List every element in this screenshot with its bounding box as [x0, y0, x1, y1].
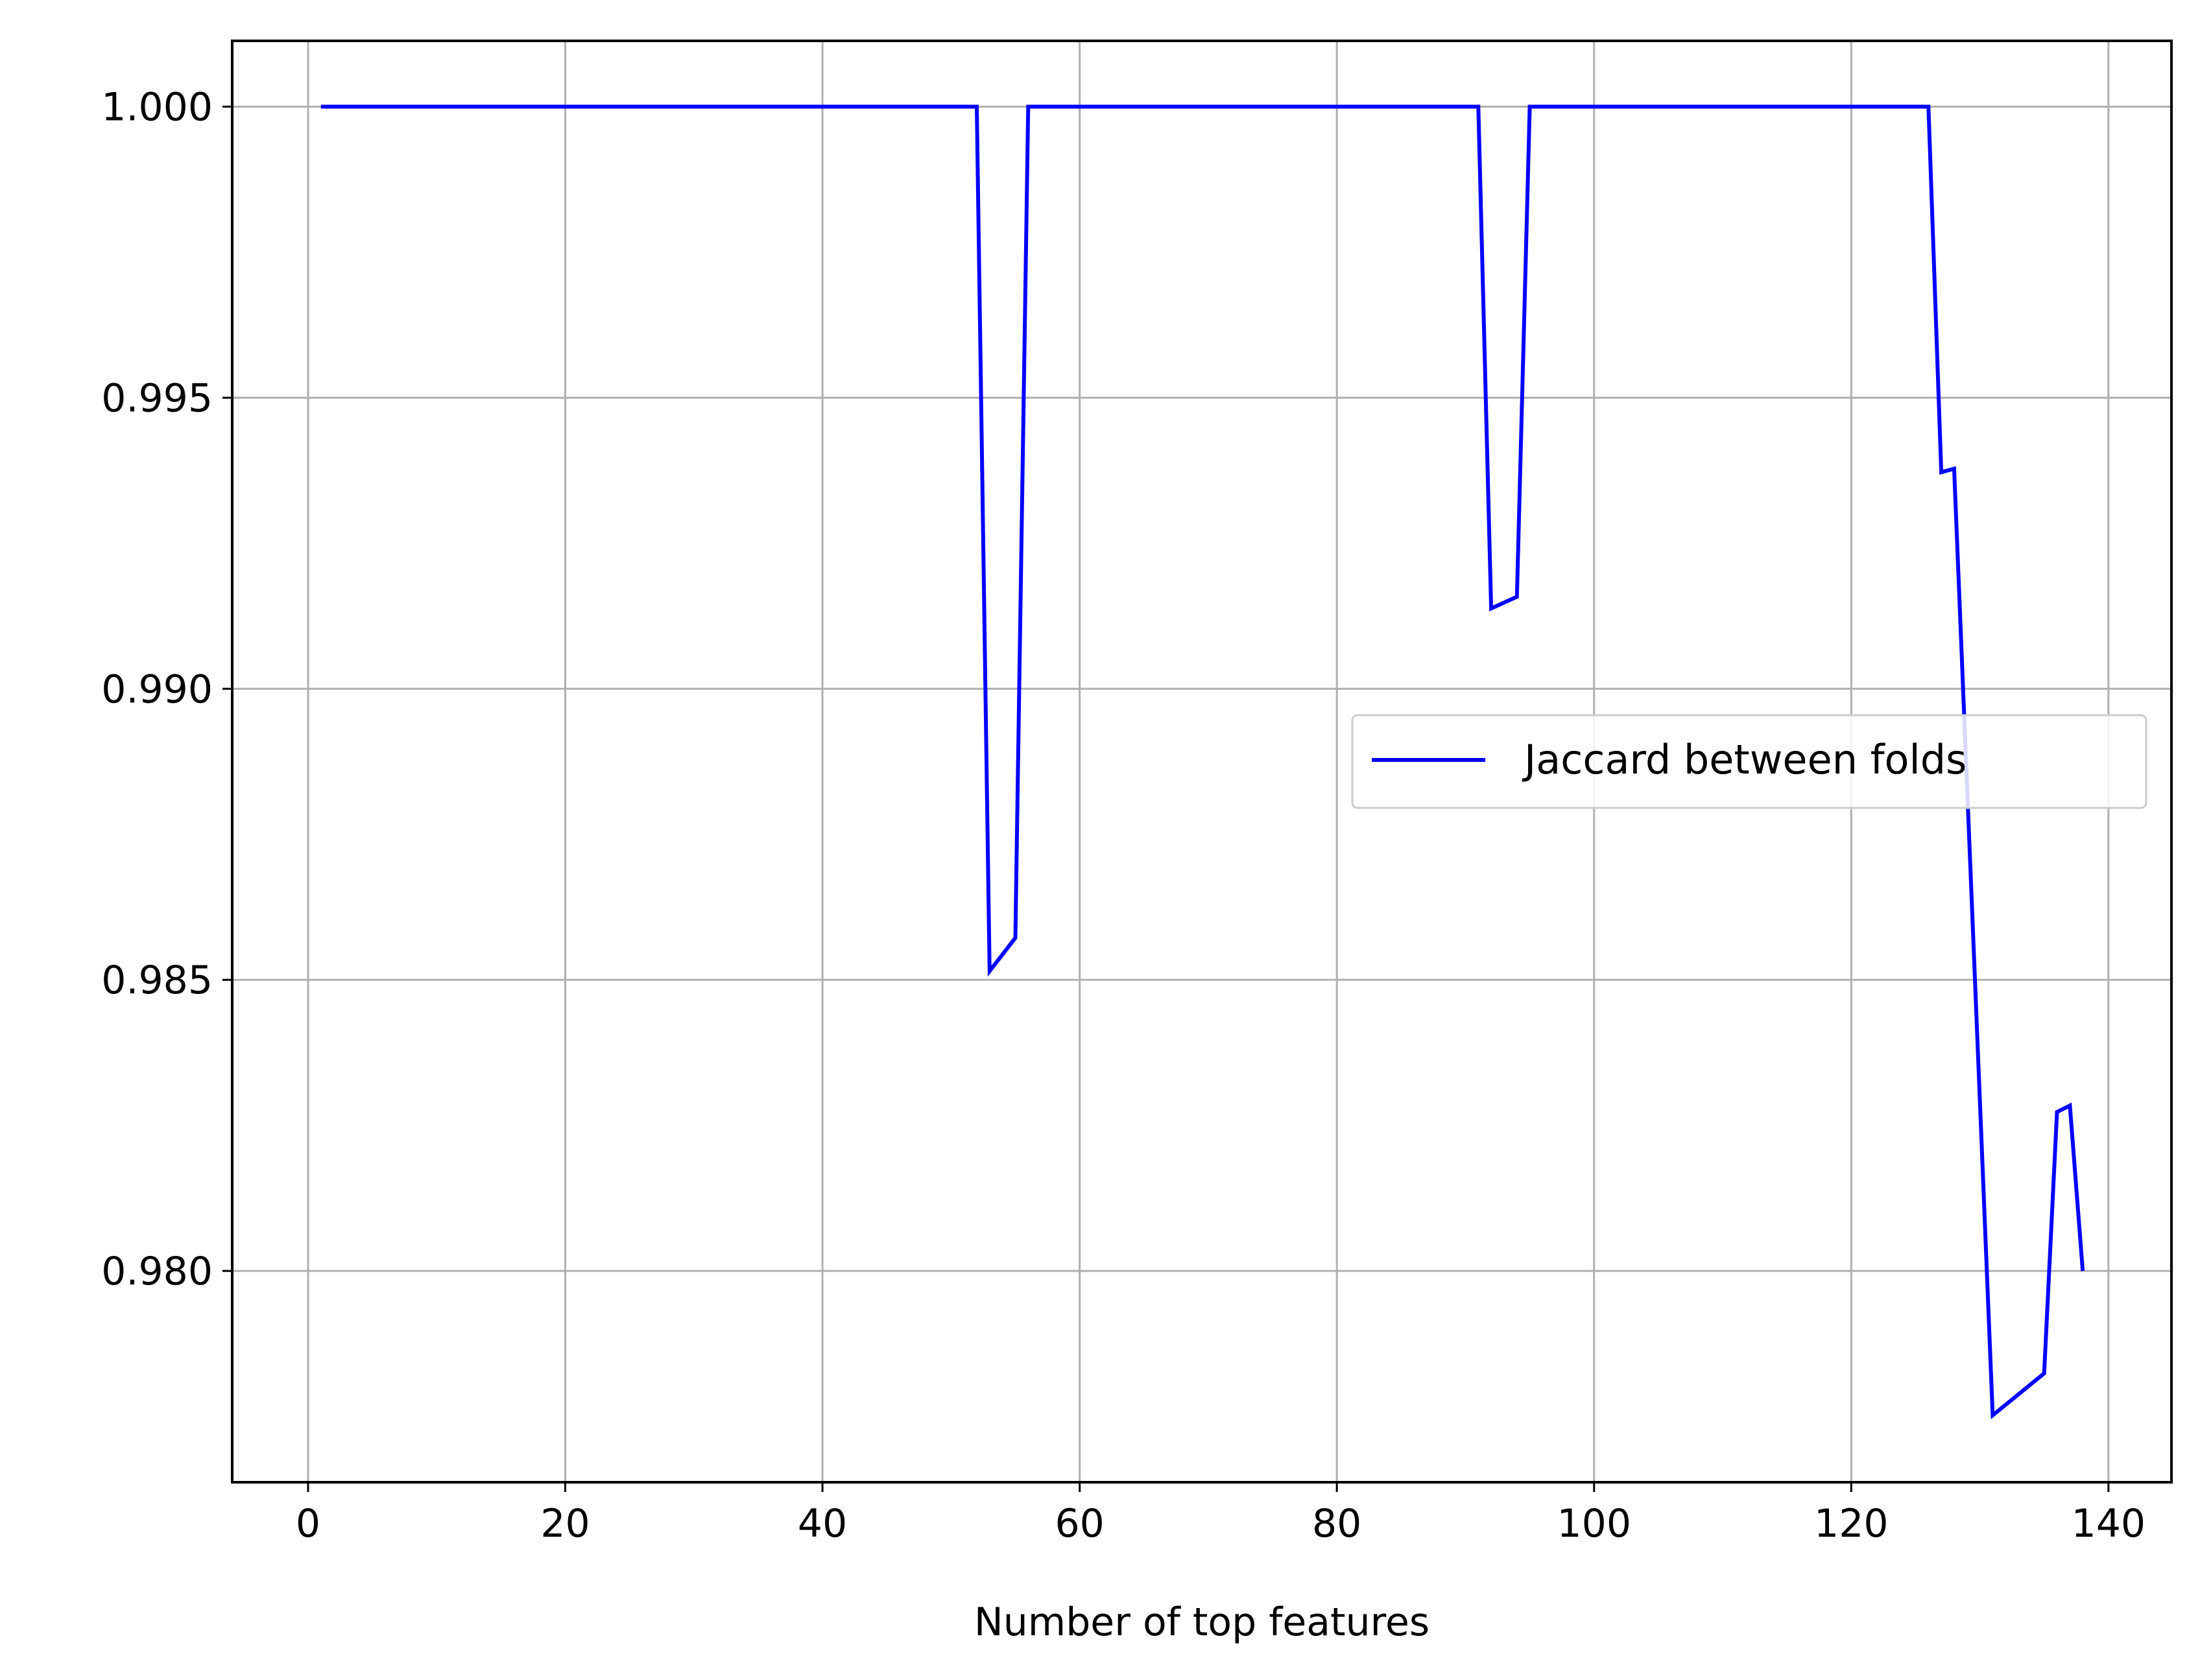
x-tick-label: 60	[1055, 1501, 1104, 1546]
plot-frame	[231, 40, 2173, 1484]
legend-entry-label: Jaccard between folds	[1522, 736, 1967, 783]
x-tick-label: 20	[540, 1501, 590, 1546]
y-tick-label: 1.000	[101, 84, 213, 130]
x-axis-label: Number of top features	[974, 1600, 1429, 1645]
x-tick-label: 140	[2072, 1501, 2146, 1546]
x-tick-label: 80	[1312, 1501, 1361, 1546]
series-layer	[320, 104, 2085, 1419]
x-axis: 0 20 40 60 80 100 120 140	[296, 1482, 2146, 1546]
y-tick-label: 0.995	[101, 375, 213, 421]
y-axis: 0.980 0.985 0.990 0.995 1.000	[101, 84, 232, 1294]
y-tick-label: 0.985	[101, 958, 213, 1003]
legend-box	[1351, 714, 2147, 809]
series-line	[320, 104, 2085, 1419]
x-tick-label: 0	[296, 1501, 320, 1546]
x-tick-label: 120	[1814, 1501, 1889, 1546]
x-tick-label: 40	[798, 1501, 847, 1546]
y-tick-label: 0.980	[101, 1249, 213, 1294]
x-tick-label: 100	[1557, 1501, 1631, 1546]
y-tick-label: 0.990	[101, 667, 213, 712]
legend: Jaccard between folds	[1351, 714, 2147, 809]
